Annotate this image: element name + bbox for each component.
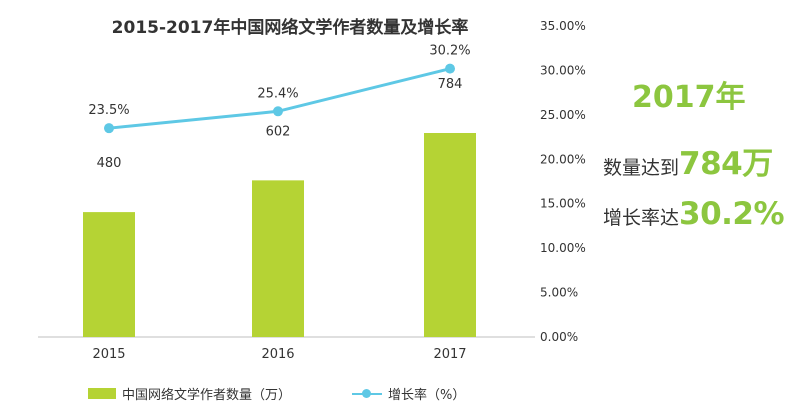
growth-point-2015 <box>104 123 114 134</box>
bar-value-label-2017: 784 <box>438 77 463 92</box>
growth-line-layer: 23.5% 25.4% 30.2% <box>88 44 471 134</box>
legend-item-growth-rate: 增长率（%） <box>352 384 465 403</box>
growth-point-2016 <box>273 106 283 117</box>
y-tick-35: 35.00% <box>540 19 586 33</box>
callout-growth-rate: 增长率达30.2% <box>603 196 799 232</box>
growth-label-2016: 25.4% <box>257 86 298 101</box>
legend-bar-label: 中国网络文学作者数量（万） <box>122 388 292 403</box>
bar-2017 <box>424 133 476 337</box>
y-tick-20: 20.00% <box>540 152 586 166</box>
callout-growth-value: 30.2% <box>679 196 785 232</box>
legend-line-label: 增长率（%） <box>388 388 466 403</box>
growth-label-2017: 30.2% <box>429 44 470 59</box>
growth-point-2017 <box>445 63 455 74</box>
y-tick-25: 25.00% <box>540 108 586 122</box>
legend-line-swatch <box>352 388 382 400</box>
x-tick-labels: 2015 2016 2017 <box>92 347 466 362</box>
bar-2015 <box>83 212 135 337</box>
y-tick-0: 0.00% <box>540 330 578 344</box>
x-tick-2015: 2015 <box>92 347 125 362</box>
x-tick-2017: 2017 <box>433 347 466 362</box>
y-tick-15: 15.00% <box>540 197 586 211</box>
y-tick-30: 30.00% <box>540 63 586 77</box>
callout-count-value: 784万 <box>679 146 773 182</box>
bar-2016 <box>252 180 304 337</box>
y-tick-10: 10.00% <box>540 241 586 255</box>
chart-title: 2015-2017年中国网络文学作者数量及增长率 <box>112 17 469 38</box>
callout-author-count: 数量达到784万 <box>603 138 799 183</box>
callout-year: 2017年 <box>632 80 746 115</box>
bars-layer: 480 602 784 <box>83 77 476 337</box>
bar-value-label-2016: 602 <box>266 124 291 139</box>
legend-item-author-count: 中国网络文学作者数量（万） <box>88 384 291 403</box>
callout-count-prefix: 数量达到 <box>603 157 680 179</box>
callout-growth-prefix: 增长率达 <box>603 207 680 229</box>
bar-value-label-2015: 480 <box>97 156 122 171</box>
x-tick-2016: 2016 <box>261 347 294 362</box>
legend-bar-swatch <box>88 388 116 399</box>
growth-label-2015: 23.5% <box>88 103 129 118</box>
y-right-tick-labels: 35.00% 30.00% 25.00% 20.00% 15.00% 10.00% 5.00… <box>540 19 586 344</box>
y-tick-5: 5.00% <box>540 286 578 300</box>
